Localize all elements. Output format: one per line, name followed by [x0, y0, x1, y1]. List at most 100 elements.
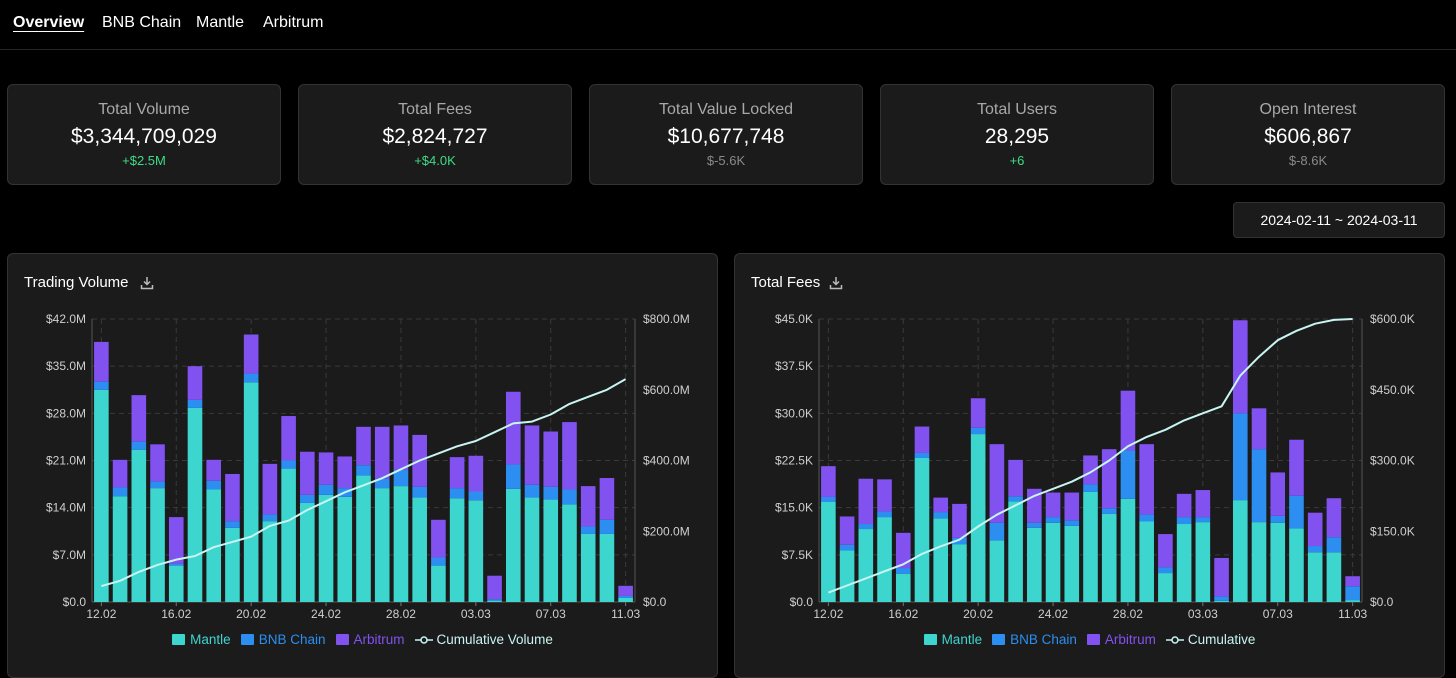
- chart-legend: Mantle BNB Chain Arbitrum Cumulative: [735, 632, 1444, 647]
- bar-bnb-chain: [1120, 450, 1136, 499]
- chart-title: Trading Volume: [24, 274, 129, 291]
- chart-title: Total Fees: [751, 274, 821, 291]
- bar-arbitrum: [337, 456, 353, 489]
- x-tick-label: 28.02: [1113, 607, 1143, 621]
- tab-bnb-chain[interactable]: BNB Chain: [102, 14, 182, 31]
- bar-arbitrum: [839, 516, 855, 545]
- bar-bnb-chain: [1101, 508, 1117, 514]
- bar-arbitrum: [914, 426, 930, 453]
- bar-arbitrum: [1289, 439, 1304, 496]
- bar-mantle: [300, 502, 315, 602]
- bar-bnb-chain: [970, 427, 986, 435]
- stat-card-total-volume: Total Volume $3,344,709,029 +$2.5M: [7, 84, 281, 185]
- bar-bnb-chain: [393, 469, 409, 487]
- tab-arbitrum[interactable]: Arbitrum: [263, 14, 324, 31]
- bar-mantle: [1120, 498, 1136, 602]
- stat-label: Open Interest: [1259, 101, 1357, 118]
- bar-bnb-chain: [895, 568, 911, 574]
- legend-item-cumulative[interactable]: Cumulative: [1165, 632, 1256, 647]
- bar-mantle: [1176, 524, 1192, 602]
- download-icon[interactable]: [140, 276, 154, 290]
- bar-bnb-chain: [131, 441, 147, 450]
- y2-tick-label: $300.0K: [1370, 454, 1415, 468]
- bar-bnb-chain: [112, 487, 128, 497]
- bar-mantle: [1232, 500, 1248, 602]
- bar-mantle: [543, 499, 559, 602]
- bar-bnb-chain: [989, 522, 1005, 541]
- total-fees-panel: Total Fees $0.0 $7.5K $15.0K $22.5K $30.0K $3…: [734, 253, 1445, 678]
- bar-bnb-chain: [1195, 517, 1211, 523]
- legend-item-bnb-chain[interactable]: BNB Chain: [240, 632, 326, 647]
- bar-mantle: [1289, 528, 1304, 602]
- legend-swatch: [240, 634, 254, 645]
- bar-arbitrum: [1232, 320, 1248, 414]
- legend-label: Arbitrum: [353, 632, 405, 647]
- y2-tick-label: $150.0K: [1370, 524, 1415, 538]
- bar-mantle: [839, 550, 855, 602]
- stat-card-total-fees: Total Fees $2,824,727 +$4.0K: [298, 84, 572, 185]
- bar-mantle: [356, 475, 371, 602]
- bar-arbitrum: [1064, 492, 1080, 521]
- bar-bnb-chain: [281, 460, 296, 469]
- bar-bnb-chain: [1326, 537, 1342, 553]
- date-range-picker[interactable]: 2024-02-11 ~ 2024-03-11: [1233, 202, 1445, 238]
- legend-line-swatch: [414, 636, 433, 645]
- bar-arbitrum: [300, 451, 315, 495]
- legend-item-cumulative-volume[interactable]: Cumulative Volume: [414, 632, 553, 647]
- bar-bnb-chain: [1158, 567, 1173, 574]
- y-tick-label: $42.0M: [46, 312, 86, 326]
- legend-swatch: [172, 634, 186, 645]
- bar-bnb-chain: [933, 512, 949, 519]
- legend-line-swatch: [1165, 636, 1184, 645]
- y2-tick-label: $400.0M: [643, 454, 690, 468]
- legend-item-mantle[interactable]: Mantle: [172, 632, 231, 647]
- legend-label: Cumulative: [1187, 632, 1256, 647]
- bar-mantle: [580, 533, 596, 602]
- stat-label: Total Fees: [398, 101, 472, 118]
- legend-item-mantle[interactable]: Mantle: [923, 632, 982, 647]
- bar-arbitrum: [393, 425, 409, 470]
- bar-bnb-chain: [877, 511, 892, 518]
- bar-bnb-chain: [1214, 596, 1229, 601]
- legend-label: BNB Chain: [258, 632, 326, 647]
- bar-arbitrum: [1176, 493, 1192, 518]
- bar-arbitrum: [821, 466, 836, 497]
- bar-mantle: [1045, 522, 1061, 602]
- bar-bnb-chain: [1176, 517, 1192, 525]
- bar-bnb-chain: [487, 599, 502, 601]
- stat-delta: +$4.0K: [414, 153, 456, 168]
- legend-item-arbitrum[interactable]: Arbitrum: [1086, 632, 1156, 647]
- bar-arbitrum: [895, 532, 911, 569]
- bar-bnb-chain: [412, 486, 427, 498]
- tab-mantle[interactable]: Mantle: [196, 14, 245, 31]
- download-icon[interactable]: [829, 276, 843, 290]
- y-tick-label: $14.0M: [46, 501, 86, 515]
- bar-bnb-chain: [243, 373, 259, 383]
- legend-item-arbitrum[interactable]: Arbitrum: [335, 632, 405, 647]
- legend-label: BNB Chain: [1010, 632, 1077, 647]
- bar-arbitrum: [1251, 408, 1267, 450]
- stat-value: $606,867: [1264, 125, 1352, 148]
- bar-bnb-chain: [262, 514, 278, 522]
- bar-arbitrum: [356, 426, 371, 466]
- bar-arbitrum: [449, 457, 465, 489]
- bar-arbitrum: [1008, 459, 1023, 497]
- x-tick-label: 16.02: [888, 607, 918, 621]
- y2-tick-label: $450.0K: [1370, 383, 1415, 397]
- bar-mantle: [970, 434, 986, 602]
- tab-overview[interactable]: Overview: [13, 14, 85, 31]
- stat-label: Total Value Locked: [658, 101, 793, 118]
- legend-marker: [419, 636, 428, 645]
- top-nav: Overview BNB Chain Mantle Arbitrum: [0, 0, 1456, 50]
- legend-item-bnb-chain[interactable]: BNB Chain: [992, 632, 1077, 647]
- bar-mantle: [187, 407, 203, 602]
- bar-mantle: [393, 486, 409, 602]
- bar-mantle: [243, 382, 259, 602]
- cumulative-line: [101, 378, 627, 588]
- x-tick-label: 24.02: [311, 607, 341, 621]
- bar-bnb-chain: [150, 481, 165, 489]
- bar-arbitrum: [1101, 449, 1117, 509]
- stat-delta: +$2.5M: [122, 153, 166, 168]
- bar-mantle: [262, 521, 278, 602]
- bar-bnb-chain: [505, 464, 521, 489]
